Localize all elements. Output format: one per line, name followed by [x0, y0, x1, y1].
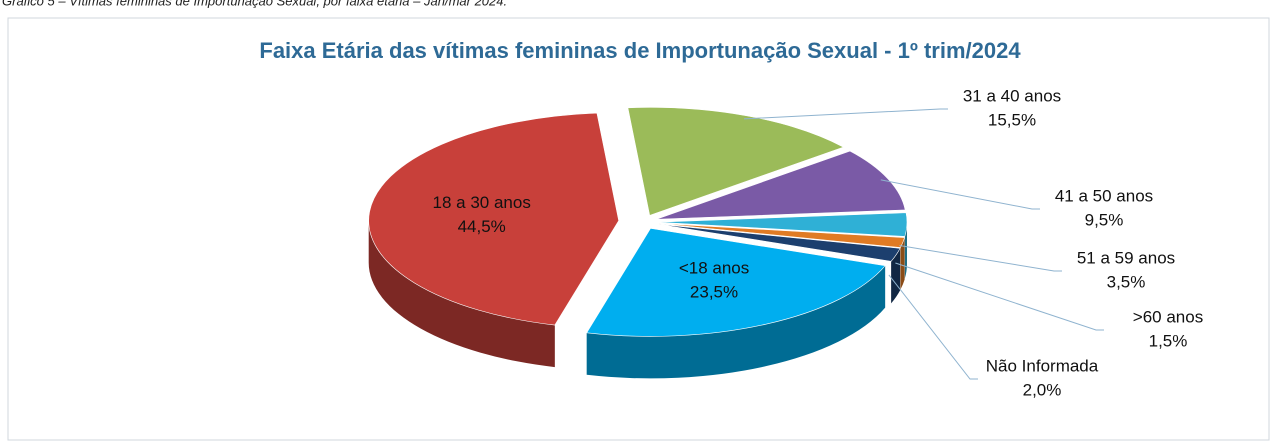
- value-label: 1,5%: [1149, 331, 1188, 350]
- leader-line: [888, 274, 978, 380]
- pie-slice: [368, 112, 620, 326]
- pie-side: [904, 222, 907, 279]
- value-label: 44,5%: [458, 217, 506, 236]
- pie-side: [368, 220, 555, 368]
- category-label: 31 a 40 anos: [963, 86, 1061, 105]
- pie-side: [891, 248, 901, 304]
- value-label: 3,5%: [1107, 272, 1146, 291]
- leader-line: [744, 108, 948, 120]
- value-label: 2,0%: [1023, 380, 1062, 399]
- pie-slice: [656, 150, 906, 220]
- category-label: Não Informada: [986, 356, 1099, 375]
- leader-line: [895, 262, 1104, 331]
- pie-side: [900, 237, 905, 290]
- category-label: <18 anos: [679, 259, 749, 278]
- category-label: 41 a 50 anos: [1055, 186, 1153, 205]
- value-label: 23,5%: [690, 283, 738, 302]
- chart-title: Faixa Etária das vítimas femininas de Im…: [259, 38, 1021, 63]
- pie-slice: [656, 222, 906, 248]
- value-label: 9,5%: [1085, 210, 1124, 229]
- pie-slice: [627, 107, 845, 216]
- pie: [368, 107, 908, 379]
- caption: Gráfico 5 – Vítimas femininas de Importu…: [2, 0, 507, 8]
- leader-line: [899, 245, 1062, 272]
- pie-slice: [586, 228, 886, 337]
- pie-slice: [656, 212, 908, 237]
- category-label: 51 a 59 anos: [1077, 248, 1175, 267]
- leader-line: [880, 179, 1040, 210]
- category-label: 18 a 30 anos: [433, 193, 531, 212]
- pie-slice: [656, 223, 901, 262]
- pie-side: [586, 265, 886, 379]
- category-label: >60 anos: [1133, 307, 1203, 326]
- labels: 31 a 40 anos 15,5% 41 a 50 anos 9,5% 51 a 59…: [433, 86, 1204, 399]
- value-label: 15,5%: [988, 110, 1036, 129]
